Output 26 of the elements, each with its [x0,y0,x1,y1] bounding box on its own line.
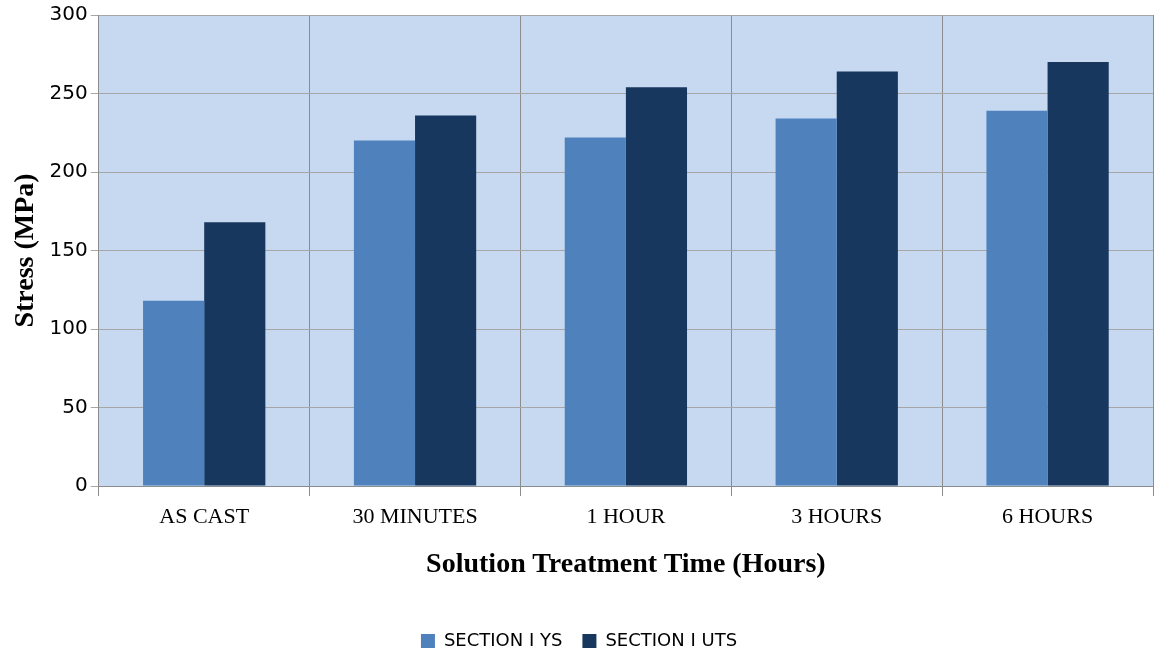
bar [143,300,205,486]
bar [564,137,626,486]
y-tick-label: 300 [49,1,88,26]
bar [415,115,477,486]
y-tick-label: 100 [49,315,88,340]
bar [775,118,837,486]
y-tick-label: 0 [75,472,88,497]
x-tick-label: AS CAST [159,502,250,528]
x-tick-label: 3 HOURS [791,502,883,528]
legend-label: SECTION I YS [443,628,563,650]
bar [204,222,266,486]
x-axis-title: Solution Treatment Time (Hours) [426,547,826,579]
bar [353,140,416,486]
y-tick-label: 150 [49,236,88,261]
legend-label: SECTION I UTS [605,628,738,650]
y-axis-title: Stress (MPa) [8,173,40,328]
y-tick-label: 250 [49,79,88,104]
y-tick-label: 200 [49,158,88,183]
x-tick-label: 1 HOUR [586,502,666,528]
x-tick-label: 6 HOURS [1002,502,1094,528]
x-tick-label: 30 MINUTES [352,502,478,528]
y-tick-label: 50 [62,393,88,418]
bar [836,71,898,486]
bar [1047,62,1109,486]
bar [625,87,688,486]
bar [986,110,1048,486]
